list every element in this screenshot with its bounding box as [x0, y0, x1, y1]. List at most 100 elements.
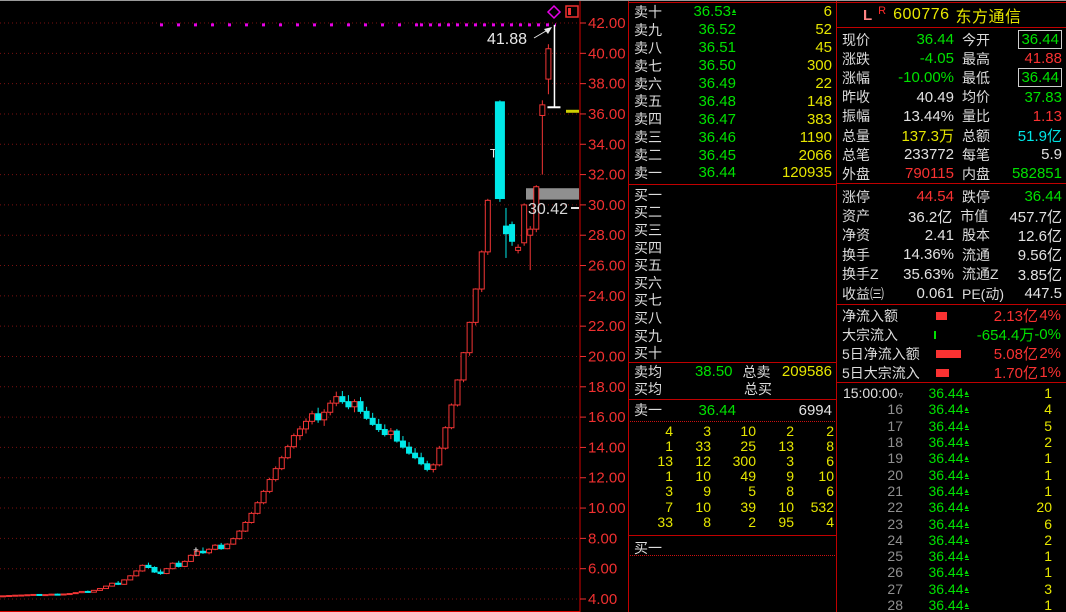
trade-time: 25 [887, 548, 903, 565]
sell-level-row[interactable]: 卖七 36.50 300 [629, 57, 836, 75]
trade-price: 36.44▴ [928, 401, 969, 418]
axis-tick-label: 4.00 [588, 591, 617, 608]
candle-down [418, 457, 425, 465]
stat2-value-right-text: 457.7亿 [1009, 208, 1063, 226]
candle-up [30, 593, 37, 596]
stat-label-right: 均价 [962, 89, 990, 106]
buy-level-row[interactable]: 买五 [629, 256, 836, 274]
stat-value-right: 5.9 [1012, 146, 1066, 163]
header-divider [836, 27, 1066, 28]
time-sales-list[interactable]: 15:00:00▿ 36.44▴ 1 16 36.44▴ 4 17 36.44▴ 5 18 36.4… [837, 385, 1066, 612]
sell-level-row[interactable]: 卖十 36.53▴ 6 [629, 3, 836, 21]
candle-up [163, 568, 170, 575]
candle-up [303, 420, 309, 430]
stat-label-left: 振幅 [842, 108, 870, 125]
stat-label-right: 每笔 [962, 146, 990, 163]
sell-level-row[interactable]: 卖二 36.45 2066 [629, 146, 836, 164]
stat2-value-right: 36.44 [1012, 188, 1066, 205]
stat-row: 涨跌 -4.05 最高 41.88 [837, 49, 1066, 68]
candle-up [127, 575, 134, 581]
trade-row: 17 36.44▴ 5 [837, 418, 1066, 434]
candle-up [478, 251, 485, 290]
sell-level-row[interactable]: 卖六 36.49 22 [629, 75, 836, 93]
stat2-row: 换手 14.36% 流通 9.56亿 [837, 245, 1066, 264]
sell-tick-icon: ▴ [964, 502, 969, 512]
buy-level-row[interactable]: 买三 [629, 221, 836, 239]
kline-chart-panel[interactable]: T † 42.00 40.00 38.00 36.00 34.00 32.00 30.00 28.… [0, 1, 628, 612]
stat-value-left: -10.00% [898, 69, 954, 87]
candle-up [72, 592, 79, 595]
flow-row: 大宗流入 -654.4万 -0% [837, 325, 1066, 344]
stat2-label-right: 流通Z [962, 266, 999, 283]
stat2-value-right: 3.85亿 [1012, 264, 1066, 285]
queue-row: 3 9 5 8 6 [629, 483, 836, 500]
candle-up [436, 447, 443, 466]
candle-up [466, 321, 473, 354]
time-marker-icon: ▿ [898, 390, 903, 401]
buy-level-row[interactable]: 买八 [629, 309, 836, 327]
queue-cell: 8 [786, 483, 794, 500]
stat-row: 振幅 13.44% 量比 1.13 [837, 107, 1066, 126]
sell-level-row[interactable]: 卖三 36.46 1190 [629, 128, 836, 146]
candle-up [0, 595, 6, 598]
stat2-row: 换手Z 35.63% 流通Z 3.85亿 [837, 265, 1066, 284]
sell-level-row[interactable]: 卖八 36.51 45 [629, 39, 836, 57]
candle-up [6, 595, 13, 598]
candle-up [266, 479, 273, 492]
sell-level-label: 卖八 [634, 39, 662, 56]
sell-level-row[interactable]: 卖五 36.48 148 [629, 92, 836, 110]
buy-level-row[interactable]: 买一 [629, 186, 836, 204]
sell-level-row[interactable]: 卖九 36.52 52 [629, 21, 836, 39]
axis-tick-label: 16.00 [588, 409, 626, 426]
stat2-value-left: 0.061 [916, 285, 954, 303]
candlestick-chart[interactable]: T † 42.00 40.00 38.00 36.00 34.00 32.00 30.00 28.… [0, 1, 628, 612]
axis-tick-label: 18.00 [588, 379, 626, 396]
flow-bar-wrap [934, 330, 973, 339]
queue-cell: 49 [740, 468, 756, 485]
sell-level-label: 卖一 [634, 164, 662, 181]
axis-tick-label: 34.00 [588, 136, 626, 153]
stat-label-left: 外盘 [842, 165, 870, 182]
buy-level-row[interactable]: 买六 [629, 274, 836, 292]
stat2-label-left: 换手 [842, 246, 870, 263]
stat2-value-right: 9.56亿 [1012, 244, 1066, 265]
trade-volume: 1 [1044, 482, 1052, 499]
stat2-label-right: 流通 [962, 246, 990, 263]
avg-rows: 卖均 38.50 总卖 209586 买均 总买 [629, 363, 836, 398]
stat2-label-left: 净资 [842, 227, 870, 244]
window-restore-icon[interactable] [565, 5, 579, 18]
candle-up [442, 427, 449, 449]
flow-value: 2.13亿 [993, 308, 1038, 325]
buy-level-row[interactable]: 买九 [629, 327, 836, 345]
sell1-queue-header[interactable]: 卖一 36.44 6994 [629, 401, 836, 419]
candle-up [539, 104, 546, 116]
trade-price: 36.44▴ [928, 385, 969, 402]
candle-down [509, 224, 516, 242]
sell-level-row[interactable]: 卖四 36.47 383 [629, 110, 836, 128]
stat-row: 总笔 233772 每笔 5.9 [837, 145, 1066, 164]
stat2-label-right: PE(动) [962, 285, 1004, 302]
stat2-label-left: 涨停 [842, 188, 870, 205]
sell-level-label: 卖六 [634, 75, 662, 92]
buy-level-row[interactable]: 买四 [629, 239, 836, 257]
diamond-icon[interactable] [546, 4, 562, 20]
candle-up [545, 48, 552, 80]
candle-up [103, 585, 110, 590]
candle-up [169, 562, 176, 570]
buy-level-row[interactable]: 买七 [629, 292, 836, 310]
buy-level-label: 买十 [634, 345, 662, 362]
stat-value-right-text: 36.44 [1018, 68, 1062, 88]
queue-cell: 33 [657, 513, 673, 530]
candle-down [494, 101, 505, 200]
queue-divider [628, 399, 836, 400]
buy-level-row[interactable]: 买二 [629, 204, 836, 222]
queue-row: 1 33 25 13 8 [629, 438, 836, 454]
stat2-value-left: 2.41 [924, 226, 954, 244]
candle-up [12, 594, 19, 597]
flow-label: 5日大宗流入 [842, 364, 920, 381]
quote-header[interactable]: L R 600776 东方通信 [837, 4, 1066, 26]
buy-level-row[interactable]: 买十 [629, 344, 836, 362]
sell-level-row[interactable]: 卖一 36.44 120935 [629, 164, 836, 182]
sell-tick-icon: ▴ [964, 388, 969, 398]
candle-up [242, 521, 249, 532]
